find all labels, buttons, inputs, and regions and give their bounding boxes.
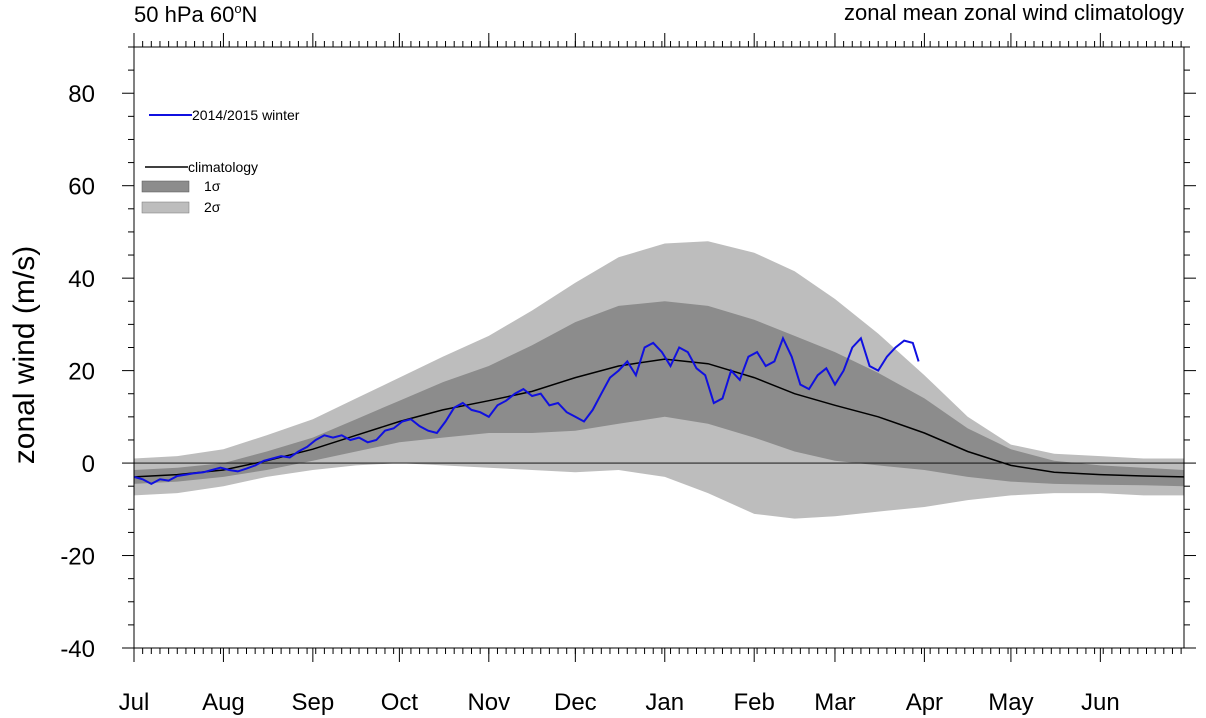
x-tick-label: Jul xyxy=(119,689,150,716)
legend-1-sigma-label: 1σ xyxy=(204,178,221,194)
legend-2-sigma-label: 2σ xyxy=(204,199,221,215)
x-tick-label: Nov xyxy=(467,689,510,716)
y-axis-label: zonal wind (m/s) xyxy=(8,246,41,464)
y-tick-labels: -40 -20 0 20 40 60 80 xyxy=(60,81,95,663)
x-tick-label: Sep xyxy=(291,689,334,716)
x-tick-label: Jun xyxy=(1081,689,1120,716)
legend-climatology-label: climatology xyxy=(188,159,258,175)
plot-area xyxy=(133,46,1185,649)
title-right: zonal mean zonal wind climatology xyxy=(844,0,1184,25)
x-tick-label: Dec xyxy=(554,689,597,716)
y-tick-label: -20 xyxy=(60,544,95,571)
y-tick-label: 60 xyxy=(68,174,95,201)
legend-observed-label: 2014/2015 winter xyxy=(192,107,300,123)
legend: 2014/2015 winter climatology 1σ 2σ xyxy=(141,107,300,215)
band-1-sigma xyxy=(134,301,1184,487)
y-tick-label: -40 xyxy=(60,636,95,663)
observed-line xyxy=(133,335,920,486)
legend-1-sigma-swatch xyxy=(141,180,190,193)
tick-marks xyxy=(122,33,1196,662)
x-tick-label: May xyxy=(988,689,1033,716)
y-tick-label: 40 xyxy=(68,266,95,293)
x-tick-labels: Jul Aug Sep Oct Nov Dec Jan Feb Mar Apr May Jun xyxy=(119,689,1120,716)
climatology-line xyxy=(133,358,1185,478)
x-tick-label: Jan xyxy=(645,689,684,716)
y-tick-label: 0 xyxy=(82,451,95,478)
y-tick-label: 80 xyxy=(68,81,95,108)
x-tick-label: Feb xyxy=(734,689,775,716)
y-tick-label: 20 xyxy=(68,359,95,386)
x-tick-label: Apr xyxy=(906,689,943,716)
x-tick-label: Aug xyxy=(202,689,245,716)
x-tick-label: Oct xyxy=(381,689,419,716)
title-left: 50 hPa 60oN xyxy=(134,1,257,27)
x-tick-label: Mar xyxy=(814,689,855,716)
legend-2-sigma-swatch xyxy=(141,201,190,214)
